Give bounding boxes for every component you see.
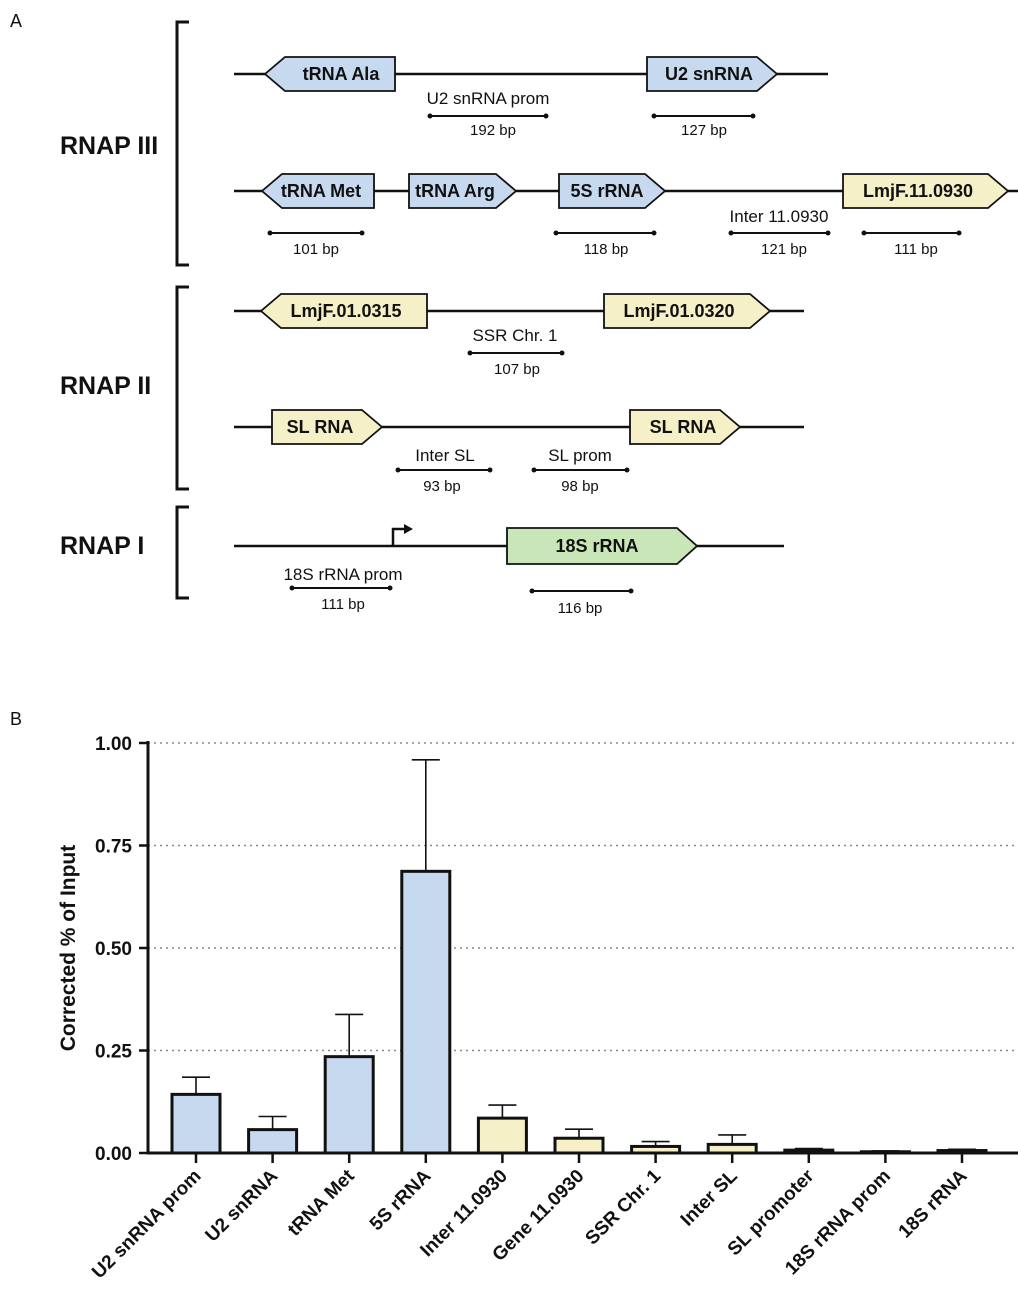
gene-label: tRNA Ala: [303, 64, 381, 84]
bracket-rnap-i: [175, 505, 189, 600]
x-tick-label: SSR Chr. 1: [582, 1165, 666, 1249]
amplicon-18s-rrna-prom: 18S rRNA prom 111 bp: [283, 565, 402, 613]
region-size: 101 bp: [293, 241, 339, 258]
region-size: 118 bp: [584, 241, 629, 258]
panel-a-label: A: [10, 11, 22, 31]
region-size: 116 bp: [558, 600, 603, 617]
region-size: 98 bp: [561, 478, 599, 495]
amplicon-u2-snrna: 127 bp: [651, 113, 756, 139]
gene-label: U2 snRNA: [665, 64, 753, 84]
amplicon-trna-met: 101 bp: [267, 230, 365, 258]
gene-shape: [646, 56, 779, 92]
bracket-rnap-ii: [175, 285, 189, 491]
gene-arrow-lmjf-11-0930: LmjF.11.0930: [842, 173, 1010, 209]
gene-shape: [603, 293, 772, 329]
gene-shape: [506, 527, 699, 565]
gene-label: LmjF.11.0930: [863, 181, 973, 201]
panel-b-label: B: [10, 709, 22, 729]
amplicon-ssr-chr-1: SSR Chr. 1 107 bp: [467, 326, 565, 378]
bar: [400, 869, 452, 1155]
group-label-rnap-i: RNAP I: [60, 532, 144, 560]
region-size: 93 bp: [423, 478, 461, 495]
y-tick-label: 1.00: [95, 734, 132, 755]
gene-shape: [842, 173, 1010, 209]
x-tick-label: tRNA Met: [284, 1165, 359, 1240]
gene-shape: [271, 409, 384, 445]
x-tick-label: U2 snRNA prom: [88, 1166, 205, 1283]
gene-label: tRNA Arg: [415, 181, 495, 201]
bracket-rnap-iii: [175, 20, 189, 267]
gene-label: tRNA Met: [281, 181, 361, 201]
gene-shape: [408, 173, 518, 209]
gene-label: LmjF.01.0320: [623, 301, 734, 321]
gene-label: 5S rRNA: [570, 181, 643, 201]
region-size: 192 bp: [470, 122, 516, 139]
gene-label: 18S rRNA: [555, 536, 638, 556]
bar: [170, 1092, 222, 1155]
gene-arrow-lmjf-01-0315: LmjF.01.0315: [259, 293, 428, 329]
tss-arrow-icon: [391, 524, 413, 546]
gene-label: LmjF.01.0315: [290, 301, 401, 321]
region-size: 111 bp: [321, 596, 365, 613]
region-size: 107 bp: [494, 361, 540, 378]
gene-shape: [558, 173, 667, 209]
gene-arrow-sl-rna-1: SL RNA: [271, 409, 384, 445]
amplicon-18s-rrna: 116 bp: [529, 588, 634, 617]
group-label-rnap-ii: RNAP II: [60, 372, 151, 400]
region-name: Inter SL: [415, 446, 475, 465]
x-tick-label: U2 snRNA: [202, 1165, 283, 1246]
region-name: SSR Chr. 1: [472, 326, 557, 345]
gene-arrow-trna-ala: tRNA Ala: [263, 56, 396, 92]
gene-label: SL RNA: [287, 417, 354, 437]
x-tick-label: Inter SL: [677, 1165, 742, 1230]
amplicon-gene-11-0930: 111 bp: [861, 230, 962, 258]
gene-label: SL RNA: [650, 417, 717, 437]
group-label-rnap-iii: RNAP III: [60, 132, 158, 160]
gene-shape: [629, 409, 742, 445]
amplicon-5s-rrna: 118 bp: [553, 230, 657, 258]
y-tick-label: 0.50: [95, 939, 132, 960]
region-size: 121 bp: [761, 241, 807, 258]
amplicon-u2-snrna-prom: U2 snRNA prom 192 bp: [427, 89, 550, 139]
region-name: U2 snRNA prom: [427, 89, 550, 108]
gene-arrow-lmjf-01-0320: LmjF.01.0320: [603, 293, 772, 329]
bar: [476, 1116, 528, 1155]
y-tick-label: 0.25: [95, 1042, 132, 1063]
bar: [247, 1128, 299, 1155]
region-name: 18S rRNA prom: [283, 565, 402, 584]
y-axis-label: Corrected % of Input: [57, 845, 80, 1052]
x-tick-label: 5S rRNA: [366, 1165, 436, 1235]
region-name: Inter 11.0930: [730, 207, 829, 226]
gene-arrow-18s-rrna: 18S rRNA: [506, 527, 699, 565]
gene-arrow-u2-snrna: U2 snRNA: [646, 56, 779, 92]
amplicon-sl-prom: SL prom 98 bp: [531, 446, 630, 495]
gene-shape: [263, 56, 396, 92]
region-size: 111 bp: [894, 241, 938, 258]
bar: [553, 1136, 605, 1155]
gene-shape: [260, 173, 375, 209]
amplicon-inter-sl: Inter SL 93 bp: [395, 446, 493, 495]
gene-arrow-trna-met: tRNA Met: [260, 173, 375, 209]
region-name: SL prom: [548, 446, 612, 465]
gene-shape: [259, 293, 428, 329]
x-tick-label: 18S rRNA: [895, 1165, 972, 1242]
gene-arrow-sl-rna-2: SL RNA: [629, 409, 742, 445]
y-tick-label: 0.75: [95, 837, 132, 858]
amplicon-inter-11-0930: Inter 11.0930 121 bp: [728, 207, 831, 258]
bar: [323, 1055, 375, 1155]
region-size: 127 bp: [681, 122, 727, 139]
gene-arrow-5s-rrna: 5S rRNA: [558, 173, 667, 209]
y-tick-label: 0.00: [95, 1144, 132, 1165]
gene-arrow-trna-arg: tRNA Arg: [408, 173, 518, 209]
